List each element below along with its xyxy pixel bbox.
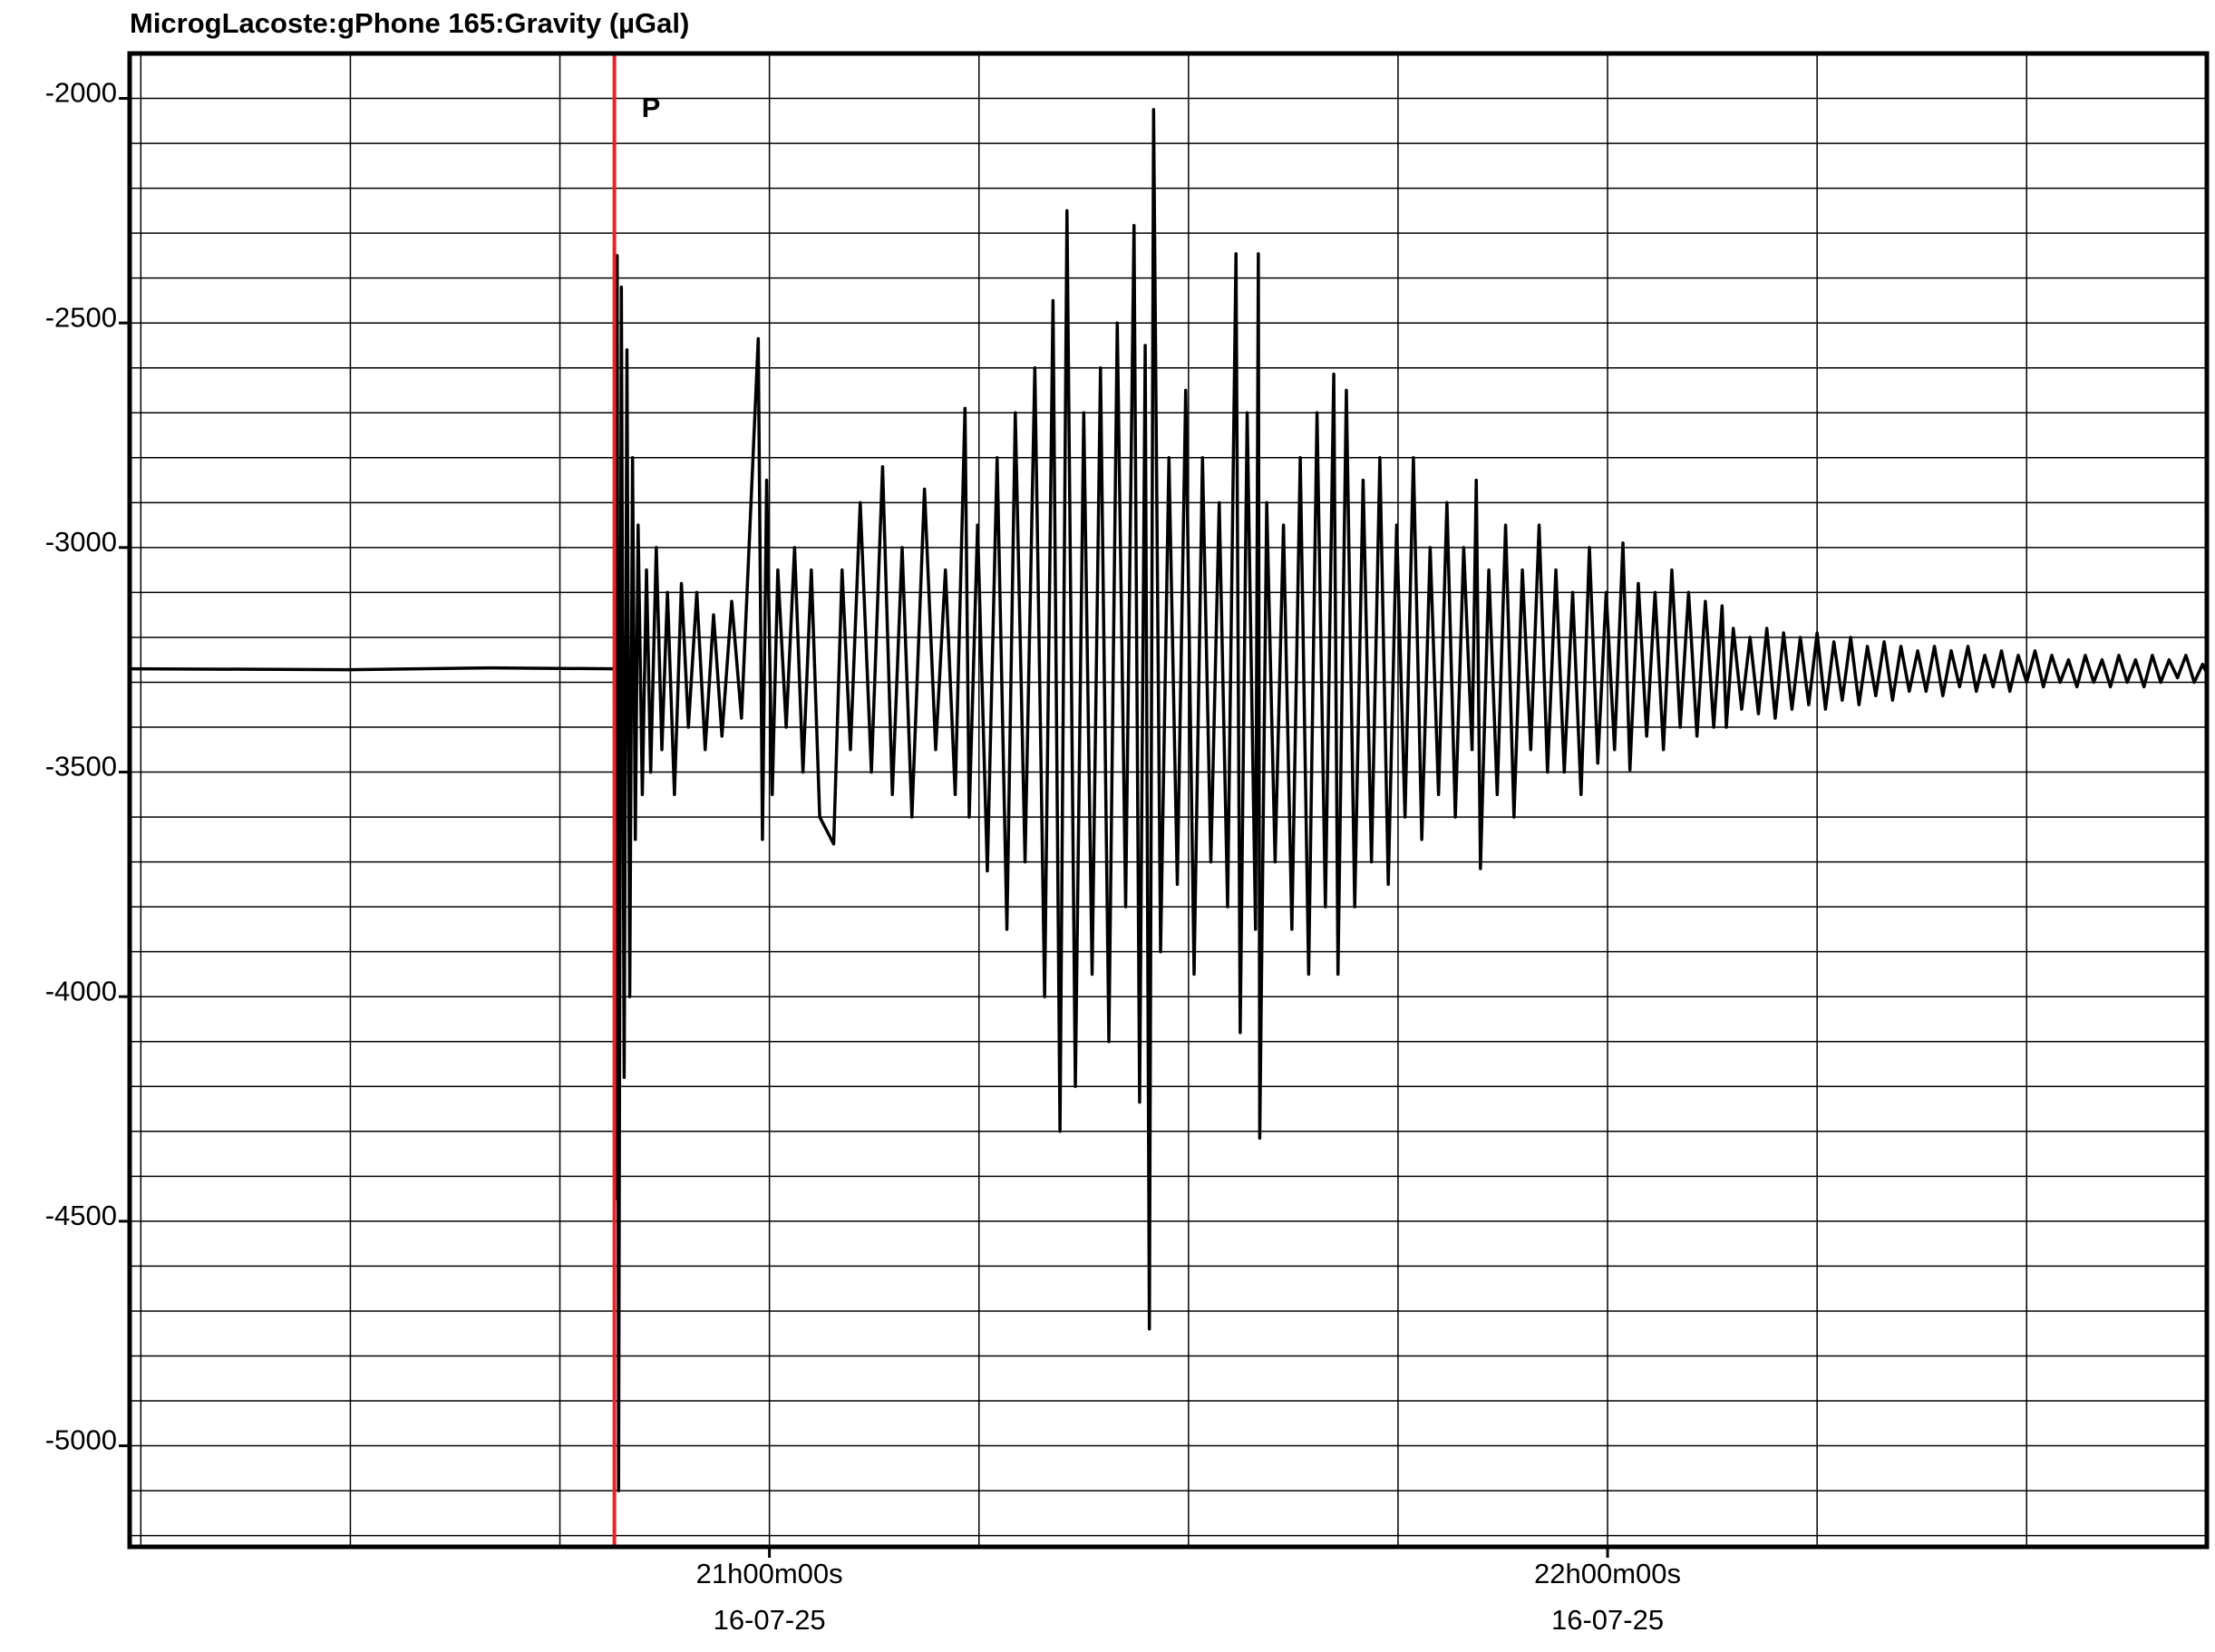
waveform: [130, 108, 2207, 1492]
y-tick-label: -5000: [45, 1424, 117, 1456]
y-tick-label: -3000: [45, 526, 117, 558]
x-tick-sublabel: 16-07-25: [1551, 1604, 1664, 1636]
y-tick-label: -4500: [45, 1200, 117, 1231]
y-tick-label: -4000: [45, 975, 117, 1006]
x-tick-label: 21h00m00s: [696, 1558, 843, 1589]
x-tick-sublabel: 16-07-25: [714, 1604, 826, 1636]
y-tick-label: -2500: [45, 301, 117, 333]
plot-frame: [127, 51, 2210, 1550]
x-tick-label: 22h00m00s: [1534, 1558, 1681, 1589]
y-tick-label: -2000: [45, 77, 117, 109]
phase-label: P: [642, 92, 661, 123]
y-tick-label: -3500: [45, 751, 117, 782]
chart-title: MicrogLacoste:gPhone 165:Gravity (µGal): [130, 7, 689, 39]
